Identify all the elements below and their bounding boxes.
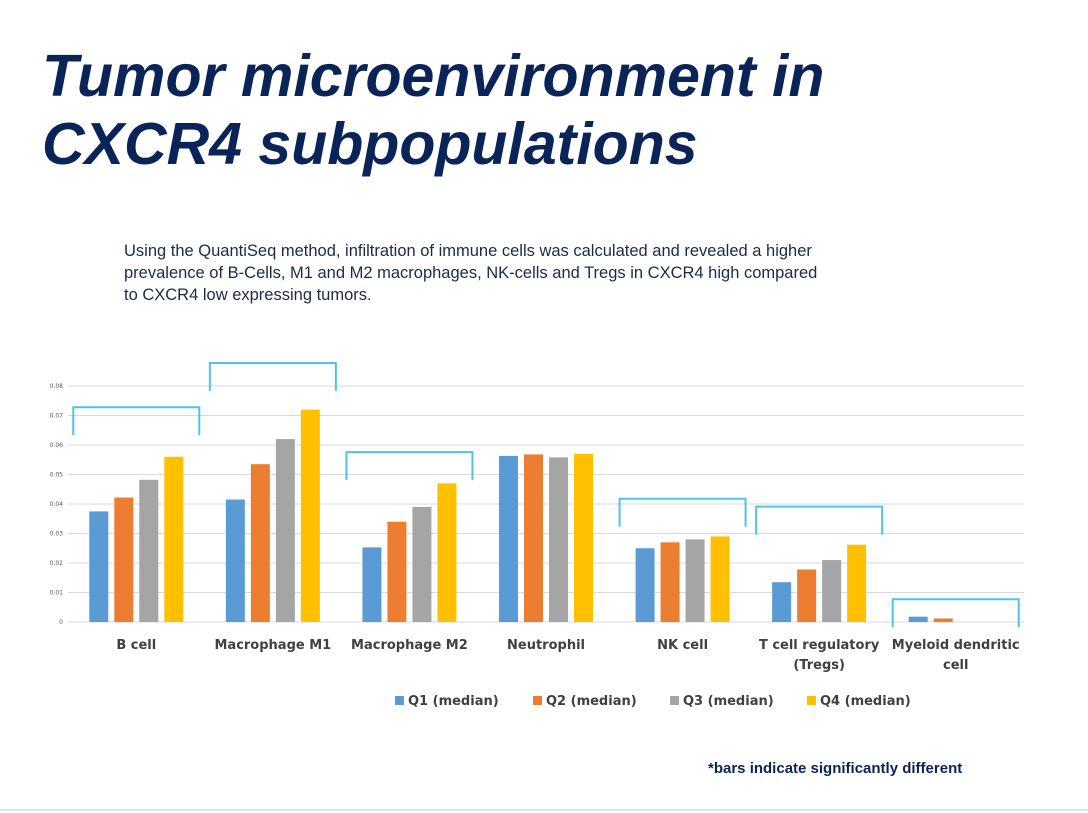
bar xyxy=(685,539,705,622)
bar xyxy=(362,547,382,622)
bar xyxy=(847,544,867,622)
bar xyxy=(225,499,245,622)
y-tick-label: 0.01 xyxy=(50,590,64,597)
significance-bracket xyxy=(891,598,1020,628)
legend-label: Q3 (median) xyxy=(683,694,774,709)
bottom-divider xyxy=(0,809,1088,811)
bar xyxy=(499,455,518,622)
bar xyxy=(822,560,842,622)
y-tick-label: 0.05 xyxy=(50,472,64,479)
bar xyxy=(908,616,928,622)
legend-label: Q1 (median) xyxy=(408,694,499,709)
x-tick-label: B cell xyxy=(116,638,156,653)
x-tick-label: Neutrophil xyxy=(507,638,585,653)
y-tick-label: 0.04 xyxy=(50,501,64,508)
legend-swatch xyxy=(807,696,816,705)
x-tick-label: Macrophage M2 xyxy=(351,638,468,653)
bar xyxy=(412,506,432,622)
bar xyxy=(710,536,730,622)
bar xyxy=(635,548,655,622)
y-tick-label: 0.02 xyxy=(50,560,64,567)
y-tick-label: 0.03 xyxy=(50,531,64,538)
slide-title: Tumor microenvironment in CXCR4 subpopul… xyxy=(42,42,1042,178)
x-tick-label: (Tregs) xyxy=(793,658,845,673)
significance-bracket xyxy=(618,497,747,527)
bar xyxy=(250,464,270,622)
significance-bracket xyxy=(72,406,201,436)
y-tick-label: 0.06 xyxy=(50,442,64,449)
intro-line-2: prevalence of B-Cells, M1 and M2 macroph… xyxy=(124,264,818,282)
y-tick-label: 0.07 xyxy=(50,413,64,420)
slide-title-line-2: CXCR4 subpopulations xyxy=(42,111,698,177)
legend-label: Q4 (median) xyxy=(820,694,911,709)
legend-swatch xyxy=(670,696,679,705)
bar xyxy=(772,582,792,622)
bar xyxy=(797,569,817,622)
y-tick-label: 0.08 xyxy=(50,383,64,390)
bar xyxy=(89,511,109,622)
legend-label: Q2 (median) xyxy=(546,694,637,709)
intro-paragraph: Using the QuantiSeq method, infiltration… xyxy=(124,240,914,306)
bar xyxy=(300,409,320,622)
bar xyxy=(164,456,184,622)
x-tick-label: cell xyxy=(943,658,968,673)
bar xyxy=(139,479,159,622)
footnote: *bars indicate significantly different xyxy=(708,760,963,777)
x-tick-label: T cell regulatory xyxy=(759,638,880,653)
bar xyxy=(933,618,953,622)
bar xyxy=(437,483,457,622)
significance-bracket xyxy=(755,505,884,535)
x-tick-label: Myeloid dendritic xyxy=(892,638,1020,653)
significance-bracket xyxy=(208,361,337,391)
bar xyxy=(114,497,134,622)
significance-bracket xyxy=(345,451,474,481)
slide-title-line-1: Tumor microenvironment in xyxy=(42,43,825,109)
legend-swatch xyxy=(395,696,404,705)
intro-line-3: to CXCR4 low expressing tumors. xyxy=(124,286,372,304)
intro-line-1: Using the QuantiSeq method, infiltration… xyxy=(124,242,812,260)
legend-swatch xyxy=(533,696,542,705)
x-tick-label: NK cell xyxy=(657,638,708,653)
bar xyxy=(549,457,568,622)
x-tick-label: Macrophage M1 xyxy=(214,638,331,653)
y-tick-label: 0 xyxy=(59,619,63,626)
bar xyxy=(275,439,295,622)
bar xyxy=(524,454,543,622)
bar xyxy=(660,542,680,622)
bar xyxy=(387,521,407,622)
bar xyxy=(574,453,593,622)
